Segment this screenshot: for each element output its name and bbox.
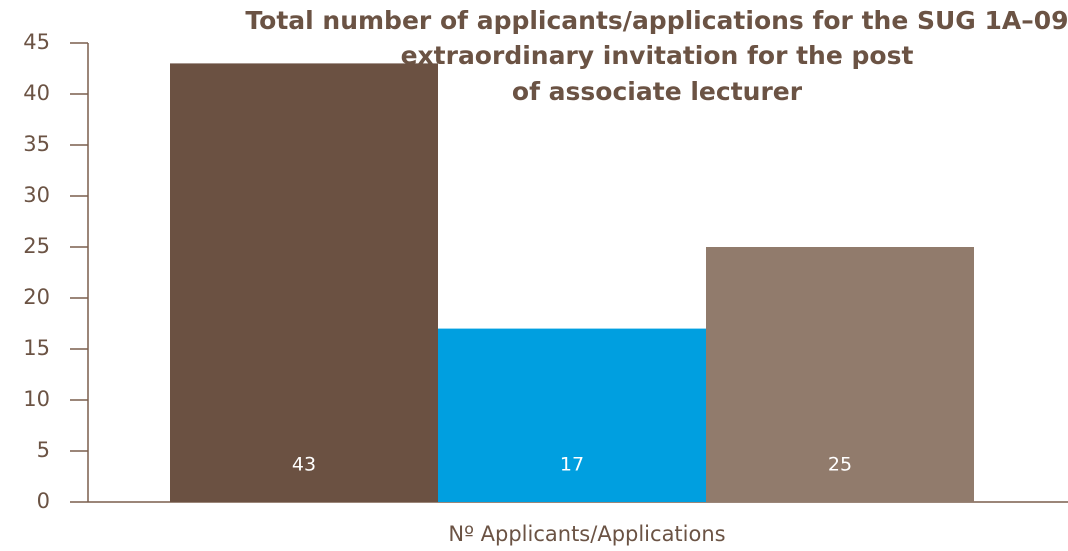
y-tick-label: 25	[23, 234, 50, 258]
data-label: 17	[560, 454, 584, 476]
data-label: 25	[828, 454, 852, 476]
chart-title: extraordinary invitation for the post	[401, 41, 914, 70]
bar	[706, 247, 974, 502]
y-tick-label: 15	[23, 336, 50, 360]
y-tick-label: 35	[23, 132, 50, 156]
data-label: 43	[292, 454, 316, 476]
chart-title: of associate lecturer	[512, 77, 803, 106]
y-tick-label: 30	[23, 183, 50, 207]
bar	[170, 63, 438, 503]
x-axis-label: Nº Applicants/Applications	[448, 522, 725, 546]
y-tick-label: 5	[37, 438, 50, 462]
y-tick-label: 20	[23, 285, 50, 309]
bar	[438, 328, 706, 502]
y-tick-label: 40	[23, 81, 50, 105]
y-tick-label: 45	[23, 30, 50, 54]
y-tick-label: 10	[23, 387, 50, 411]
chart-title: Total number of applicants/applications …	[245, 6, 1068, 35]
y-tick-label: 0	[37, 489, 50, 513]
